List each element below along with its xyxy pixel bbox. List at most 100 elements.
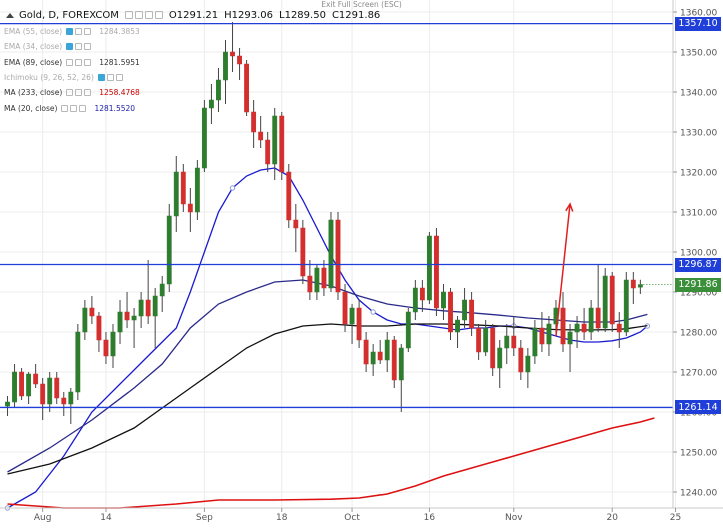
close-icon[interactable] — [84, 89, 92, 97]
legend-item[interactable]: Ichimoku (9, 26, 52, 26) — [4, 71, 131, 84]
candles — [5, 22, 643, 424]
candle-down — [244, 63, 250, 113]
legend-item[interactable]: EMA (55, close) 1284.3853 — [4, 25, 140, 38]
horizontal-lines[interactable] — [0, 22, 673, 409]
candle-down — [616, 323, 622, 333]
settings-icon[interactable] — [75, 89, 83, 97]
time-tick-label: 16 — [424, 513, 436, 523]
arrow-shaft[interactable] — [555, 203, 571, 337]
legend-item[interactable]: EMA (89, close) 1281.5951 — [4, 56, 140, 69]
candle-down — [490, 327, 496, 369]
candle-down — [19, 371, 25, 397]
candle-up — [159, 283, 165, 297]
legend-controls[interactable] — [61, 104, 87, 112]
candle-up — [623, 279, 629, 333]
legend-label: EMA (89, close) — [4, 57, 63, 67]
ohlc-open: O1291.21 — [168, 9, 219, 21]
candle-up — [525, 355, 531, 373]
legend-controls[interactable] — [66, 58, 92, 66]
legend-item[interactable]: MA (20, close) 1281.5520 — [4, 102, 135, 115]
close-icon[interactable] — [84, 28, 92, 35]
candle-down — [258, 131, 264, 141]
settings-icon[interactable] — [75, 28, 83, 35]
candle-down — [476, 327, 482, 353]
annotation-arrow[interactable] — [555, 202, 574, 337]
ohlc-close: C1291.86 — [331, 9, 381, 21]
price-tick-label: 1310.00 — [680, 209, 717, 219]
eye-icon[interactable] — [66, 89, 74, 97]
symbol-settings-icons[interactable] — [124, 11, 163, 19]
legend-value: 1281.5520 — [94, 103, 136, 113]
settings-icon[interactable] — [134, 11, 143, 19]
eye-icon[interactable] — [61, 104, 69, 112]
eye-icon[interactable] — [97, 73, 105, 81]
candle-up — [426, 235, 432, 301]
collapse-icon[interactable] — [6, 12, 14, 18]
legend-controls[interactable] — [66, 43, 92, 51]
candle-up — [5, 401, 10, 407]
eye-icon[interactable] — [66, 43, 74, 51]
legend-value: 1281.5951 — [99, 57, 140, 67]
legend-controls[interactable] — [66, 89, 92, 97]
candle-up — [497, 347, 503, 369]
eye-icon[interactable] — [66, 58, 74, 66]
ohlc-high: H1293.06 — [224, 9, 274, 21]
indicator-lines — [4, 167, 655, 511]
candle-down — [279, 115, 285, 173]
candle-down — [539, 327, 545, 345]
legend-label: MA (233, close) — [4, 88, 63, 98]
settings-icon[interactable] — [106, 73, 114, 81]
legend-controls[interactable] — [97, 73, 123, 81]
time-tick-label: 18 — [276, 513, 288, 523]
price-tick-label: 1320.00 — [680, 169, 717, 179]
candle-up — [398, 347, 404, 381]
time-tick-label: Sep — [196, 513, 213, 523]
legend-controls[interactable] — [66, 28, 92, 35]
time-tick-label: 25 — [670, 513, 681, 523]
last-price-tag: 1291.86 — [675, 277, 721, 292]
candle-up — [194, 167, 200, 213]
indicator-marker — [370, 309, 376, 315]
candle-up — [504, 335, 510, 349]
candle-up — [441, 291, 446, 309]
time-tick-label: Nov — [505, 513, 523, 523]
legend-item[interactable]: MA (233, close) 1258.4768 — [4, 86, 140, 99]
eye-icon[interactable] — [66, 28, 74, 35]
candle-up — [82, 307, 88, 333]
candle-up — [462, 299, 467, 321]
exit-fullscreen-hint[interactable]: Exit Full Screen (ESC) — [321, 0, 402, 9]
settings-icon[interactable] — [75, 43, 83, 51]
candle-up — [532, 327, 538, 357]
candle-up — [223, 51, 228, 81]
candle-up — [328, 219, 334, 289]
candle-down — [419, 287, 425, 301]
eye-icon[interactable] — [124, 11, 133, 19]
ohlc-low: L1289.50 — [279, 9, 326, 21]
candle-up — [370, 351, 376, 365]
price-axis[interactable]: 1240.001250.001260.001270.001280.001290.… — [673, 9, 717, 499]
close-icon[interactable] — [79, 104, 87, 112]
candle-up — [384, 339, 390, 361]
settings-icon[interactable] — [70, 104, 78, 112]
candle-up — [314, 267, 320, 293]
legend-label: EMA (55, close) — [4, 27, 63, 36]
close-icon[interactable] — [84, 43, 92, 51]
price-tick-label: 1270.00 — [680, 369, 717, 379]
arrow-head[interactable] — [565, 202, 574, 212]
close-icon[interactable] — [144, 11, 153, 19]
settings-icon[interactable] — [75, 58, 83, 66]
candle-down — [300, 227, 306, 277]
more-icon[interactable] — [154, 11, 163, 19]
symbol-header: Gold, D, FOREXCOM O1291.21 H1293.06 L128… — [6, 7, 380, 23]
candle-down — [363, 339, 369, 365]
grid — [0, 0, 677, 508]
time-axis[interactable]: Aug 14 Sep 18 Oct 16 Nov 20 25 — [34, 508, 681, 523]
close-icon[interactable] — [115, 73, 123, 81]
legend-item[interactable]: EMA (34, close) — [4, 40, 99, 53]
close-icon[interactable] — [84, 58, 92, 66]
candle-down — [609, 275, 615, 325]
candle-down — [103, 339, 109, 357]
time-tick-label: 20 — [607, 513, 619, 523]
